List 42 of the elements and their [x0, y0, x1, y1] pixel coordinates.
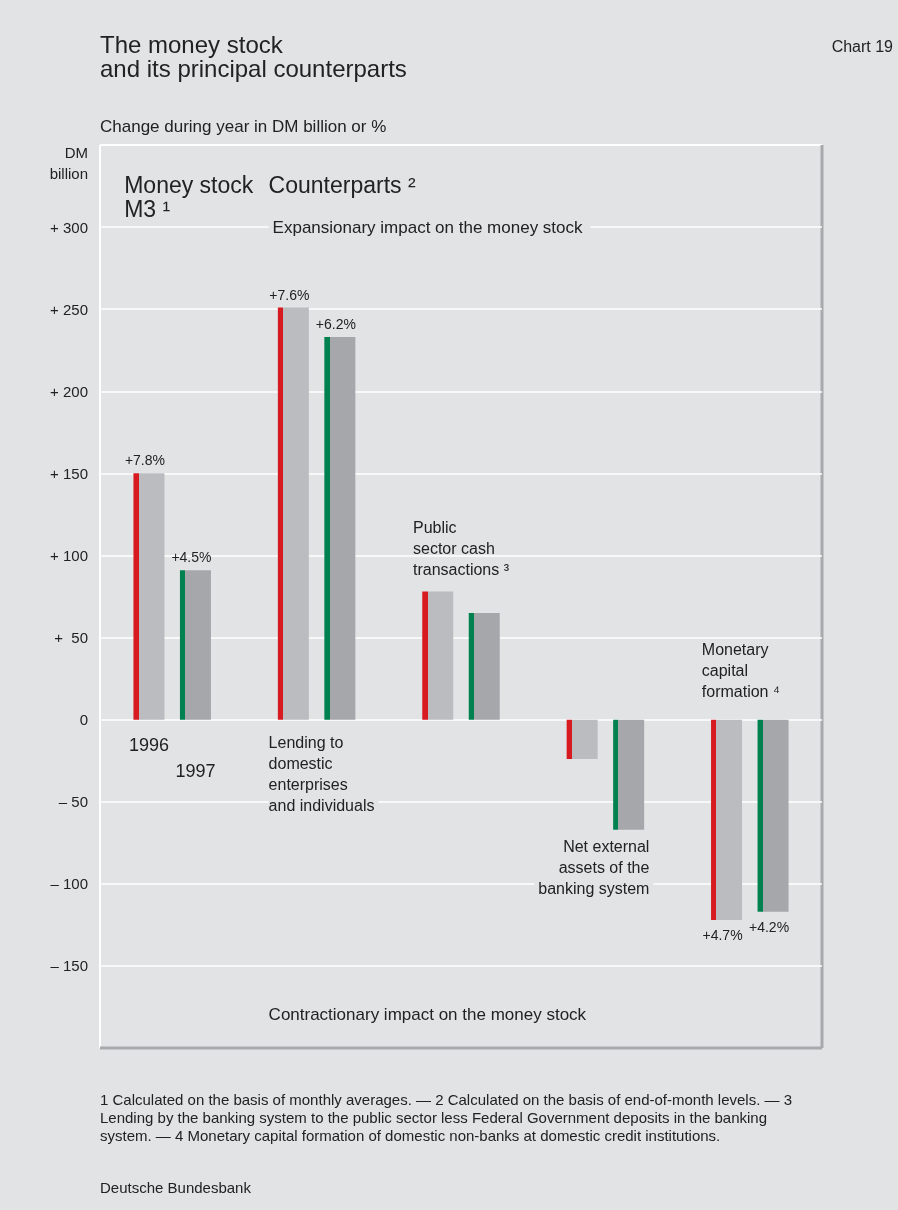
bar [179, 570, 211, 720]
y-tick-label: + 300 [50, 218, 88, 236]
annotation: +4.2% [749, 918, 790, 935]
bar [566, 719, 598, 760]
chart-title: The money stock and its principal counterparts [100, 30, 407, 82]
annotation: Counterparts ² [268, 171, 416, 198]
text: 1997 [175, 760, 216, 781]
bar [757, 719, 789, 912]
chart-subtitle: Change during year in DM billion or % [100, 117, 387, 136]
y-axis-title: DM billion [49, 144, 88, 182]
annotation: +4.5% [171, 549, 212, 566]
annotation: +7.6% [269, 286, 310, 303]
annotation: +4.7% [702, 926, 743, 943]
caption: Chart 19 [831, 37, 894, 55]
text: Deutsche Bundesbank [100, 1179, 252, 1196]
bar [133, 473, 165, 720]
y-tick-label: + 50 [54, 629, 88, 647]
bar [468, 612, 500, 720]
series-label: 1996 [128, 734, 169, 755]
y-tick-label: 0 [79, 711, 88, 729]
y-tick-label: – 50 [58, 793, 88, 811]
y-tick-label: + 150 [50, 464, 88, 482]
x-tick-label: Lending to domestic enterprises and individuals [268, 733, 375, 814]
bar [422, 591, 454, 720]
bar [711, 719, 743, 920]
x-tick-label: Money stock M3 ¹ [124, 172, 254, 222]
text: 1 Calculated on the basis of monthly averages. — 2 Calculated on the basis of end-of-month levels. — 3 Lending by the banking system to the public sector less Federal Government deposits in the banking system. — 4 Monetary capital formation of domestic non-banks at domestic credit institutions. [100, 1090, 797, 1144]
bar [277, 307, 309, 720]
annotation: Expansionary impact on the money stock [272, 217, 584, 237]
y-tick-label: + 200 [50, 382, 88, 400]
y-tick-label: + 250 [50, 300, 88, 318]
annotation: Contractionary impact on the money stock [268, 1005, 587, 1024]
bar [324, 337, 356, 720]
bar [613, 719, 645, 830]
x-tick-label: Monetary capital formation ⁴ [701, 640, 780, 700]
x-tick-label: Public sector cash transactions ³ [413, 518, 510, 578]
x-tick-label: Net external assets of the banking system [538, 837, 650, 897]
annotation: +6.2% [315, 316, 356, 333]
y-tick-label: – 150 [50, 957, 88, 975]
annotation: +7.8% [124, 452, 165, 469]
y-tick-label: + 100 [50, 546, 88, 564]
y-tick-label: – 100 [50, 875, 88, 893]
